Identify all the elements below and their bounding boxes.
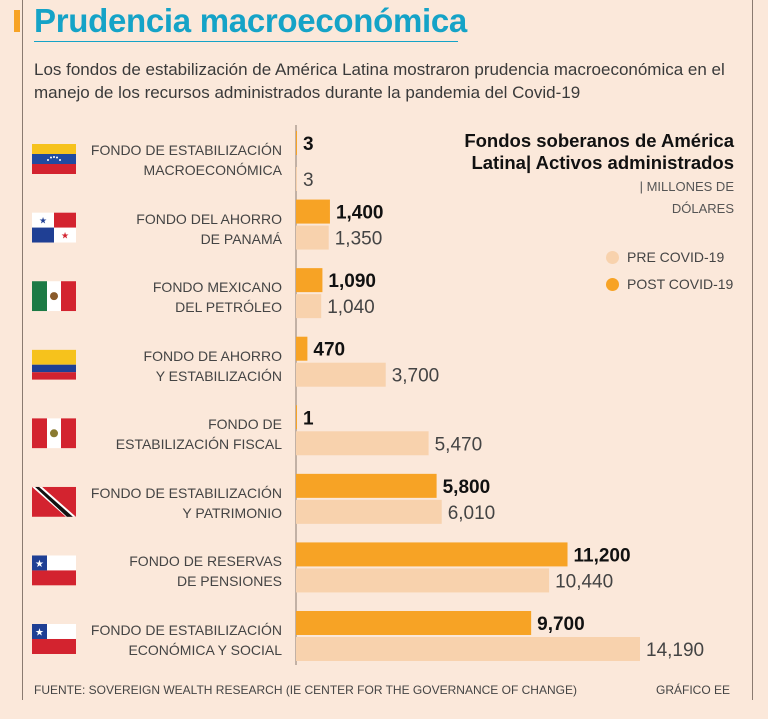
pre-covid-bar — [296, 568, 550, 593]
legend-pre-swatch — [606, 250, 619, 264]
category-label-line: Y PATRIMONIO — [182, 504, 282, 521]
page-title: Prudencia macroeconómica — [34, 2, 467, 39]
post-covid-value-label: 470 — [313, 340, 345, 361]
post-covid-bar — [296, 336, 308, 361]
chart-title-text: Fondos soberanos de América Latina| Acti… — [464, 130, 734, 173]
right-border — [752, 0, 753, 700]
category-label-line: FONDO DE ESTABILIZACIÓN — [90, 142, 282, 158]
pre-covid-bar — [296, 636, 640, 661]
category-label-line: ECONÓMICA Y SOCIAL — [128, 641, 282, 658]
category-label: FONDO DEL AHORRO DE PANAMÁ — [52, 209, 282, 249]
category-label-line: DE PENSIONES — [176, 573, 282, 590]
pre-covid-bar — [296, 225, 329, 250]
source-note: FUENTE: SOVEREIGN WEALTH RESEARCH (IE CE… — [34, 683, 577, 697]
post-covid-value-label: 9,700 — [537, 614, 585, 635]
pre-covid-bar — [296, 362, 386, 387]
category-label-line: Y ESTABILIZACIÓN — [155, 367, 282, 384]
peru-flag-icon — [32, 418, 76, 449]
mexico-flag-icon — [32, 281, 76, 312]
category-label-line: FONDO DEL AHORRO — [136, 210, 282, 227]
legend-post-label: POST COVID-19 — [627, 276, 734, 292]
legend-pre-label: PRE COVID-19 — [627, 249, 725, 265]
svg-text:★: ★ — [39, 216, 47, 226]
chile-flag-icon: ★ — [32, 623, 76, 654]
pre-covid-value-label: 1,040 — [327, 297, 375, 318]
post-covid-value-label: 1,400 — [336, 203, 384, 224]
category-group: ★ 11,200 10,440 — [32, 542, 631, 593]
pre-covid-value-label: 1,350 — [335, 229, 383, 250]
legend-post: POST COVID-19 — [606, 276, 733, 292]
category-label: FONDO MEXICANO DEL PETRÓLEO — [52, 277, 282, 317]
post-covid-bar — [296, 405, 297, 430]
category-label: FONDO DE ESTABILIZACIÓN Y PATRIMONIO — [52, 483, 282, 523]
pre-covid-bar — [296, 167, 297, 191]
subtitle: Los fondos de estabilización de América … — [34, 60, 725, 102]
unit-label: | MILLONES DE — [639, 179, 734, 194]
category-label: FONDO DE ESTABILIZACIÓN FISCAL — [52, 414, 282, 454]
category-label-line: FONDO DE ESTABILIZACIÓN — [90, 484, 282, 501]
category-group: 470 3,700 — [32, 336, 440, 387]
title-underline — [34, 41, 458, 42]
chart-title: Fondos soberanos de América Latina| Acti… — [464, 130, 734, 220]
pre-covid-value-label: 5,470 — [435, 434, 483, 455]
unit-label-2: DÓLARES — [671, 201, 734, 216]
post-covid-value-label: 1 — [303, 408, 314, 429]
post-covid-bar — [296, 199, 330, 224]
pre-covid-value-label: 3,700 — [392, 366, 440, 387]
category-group: 1 5,470 — [32, 405, 483, 456]
legend-post-swatch — [606, 277, 619, 291]
category-label: FONDO DE ESTABILIZACIÓN MACROECONÓMICA — [52, 140, 282, 180]
left-border — [22, 0, 23, 700]
trinidad-and-tobago-flag-icon — [32, 486, 76, 517]
category-label: FONDO DE RESERVAS DE PENSIONES — [52, 551, 282, 591]
venezuela-flag-icon — [32, 144, 76, 174]
category-label-line: FONDO DE ESTABILIZACIÓN — [90, 621, 282, 638]
post-covid-bar — [296, 473, 437, 498]
category-label-line: FONDO DE — [208, 416, 282, 433]
chile-flag-icon: ★ — [32, 555, 76, 586]
svg-text:★: ★ — [35, 627, 44, 638]
credit: GRÁFICO EE — [655, 683, 730, 697]
category-label-line: ESTABILIZACIÓN FISCAL — [115, 436, 282, 453]
category-group: ★ 9,700 14,190 — [32, 610, 704, 661]
pre-covid-bar — [296, 499, 442, 524]
post-covid-bar — [296, 268, 323, 293]
svg-text:★: ★ — [35, 559, 44, 570]
category-label-line: DEL PETRÓLEO — [175, 299, 282, 316]
pre-covid-bar — [296, 294, 322, 319]
post-covid-bar — [296, 542, 568, 567]
post-covid-value-label: 1,090 — [328, 271, 376, 292]
category-label: FONDO DE AHORRO Y ESTABILIZACIÓN — [52, 346, 282, 386]
pre-covid-value-label: 10,440 — [555, 571, 613, 592]
svg-text:★: ★ — [61, 231, 69, 241]
post-covid-value-label: 11,200 — [574, 545, 631, 566]
title-accent — [14, 10, 20, 32]
pre-covid-value-label: 6,010 — [448, 503, 496, 524]
category-label-line: FONDO DE RESERVAS — [129, 553, 282, 570]
category-label-line: MACROECONÓMICA — [143, 162, 282, 178]
category-group: 5,800 6,010 — [32, 473, 496, 524]
post-covid-bar — [296, 610, 532, 635]
category-label: FONDO DE ESTABILIZACIÓN ECONÓMICA Y SOCIA… — [52, 620, 282, 660]
category-group: 33 — [32, 131, 314, 191]
category-label-line: FONDO DE AHORRO — [143, 347, 282, 364]
post-covid-bar — [296, 131, 297, 155]
panama-flag-icon: ★★ — [32, 212, 76, 243]
pre-covid-value-label: 3 — [303, 170, 314, 191]
category-label-line: FONDO MEXICANO — [152, 279, 282, 296]
legend-pre: PRE COVID-19 — [606, 249, 724, 265]
colombia-flag-icon — [32, 349, 76, 380]
post-covid-value-label: 5,800 — [443, 477, 491, 498]
post-covid-value-label: 3 — [303, 134, 314, 155]
pre-covid-value-label: 14,190 — [646, 640, 704, 661]
category-label-line: DE PANAMÁ — [200, 230, 282, 247]
pre-covid-bar — [296, 431, 429, 456]
category-group: 1,090 1,040 — [32, 268, 376, 319]
